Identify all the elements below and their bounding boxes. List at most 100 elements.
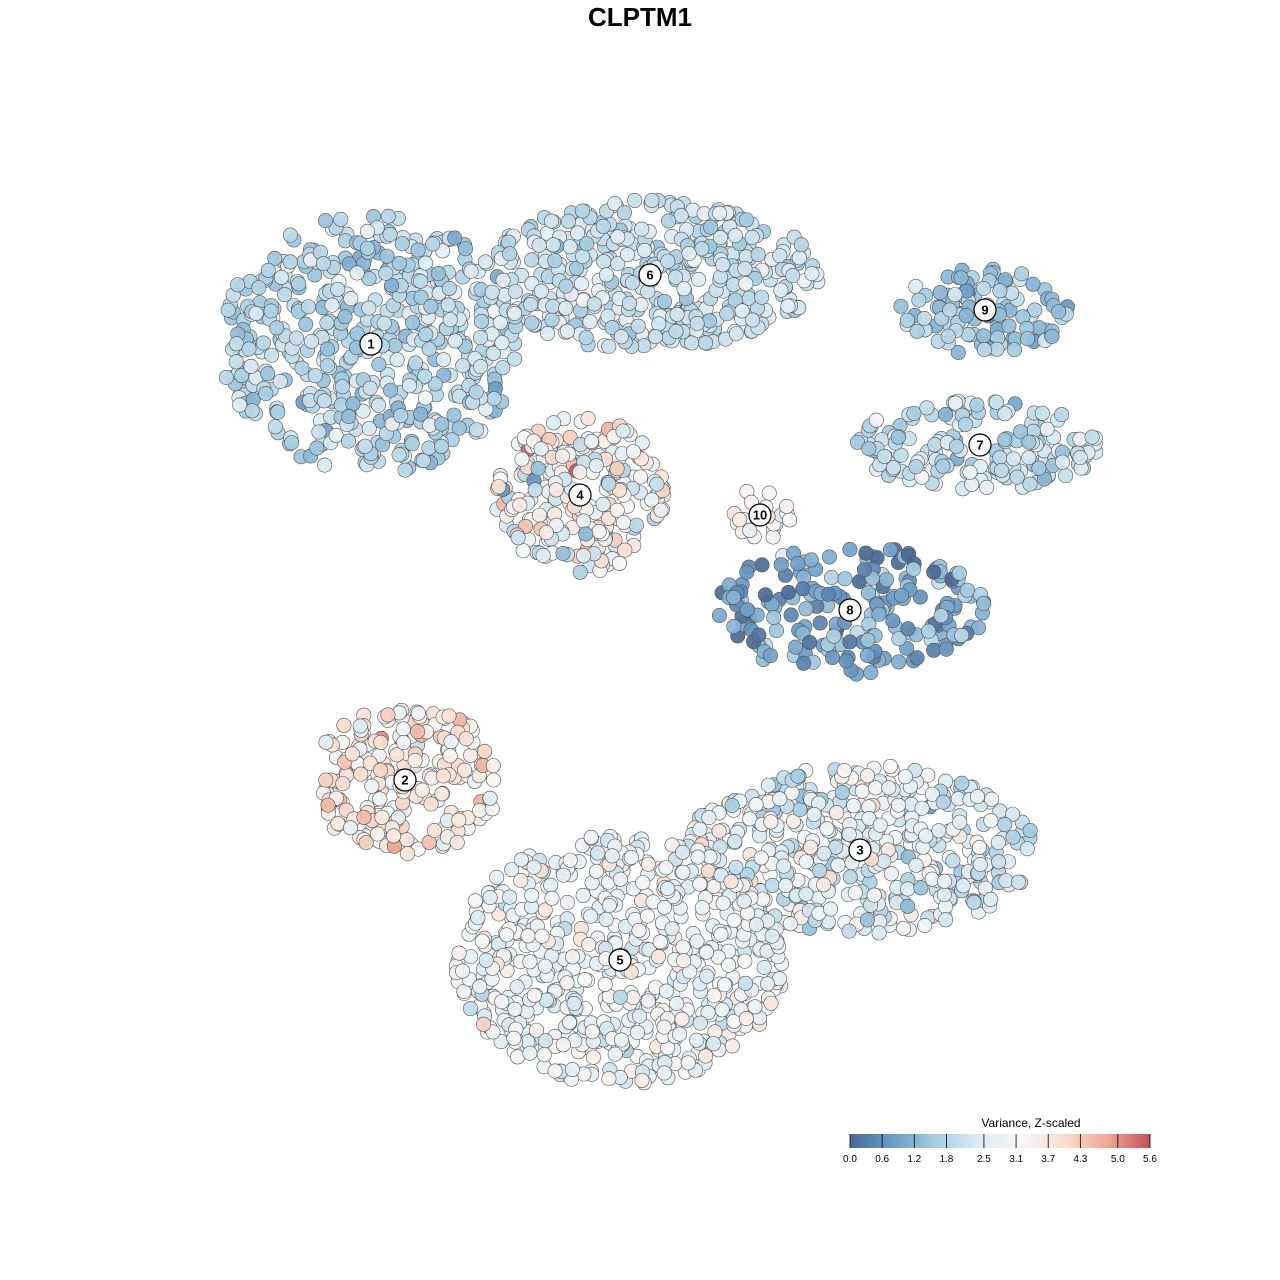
data-point (489, 869, 505, 885)
data-point (430, 266, 446, 282)
data-point (341, 409, 357, 425)
data-point (841, 826, 857, 842)
data-point (719, 306, 735, 322)
data-point (764, 877, 780, 893)
data-point (1021, 450, 1037, 466)
data-point (804, 266, 820, 282)
data-point (615, 514, 631, 530)
data-point (972, 856, 988, 872)
data-point (485, 758, 501, 774)
data-point (872, 817, 888, 833)
data-point (644, 192, 660, 208)
data-point (715, 257, 731, 273)
data-point (373, 734, 389, 750)
data-point (379, 248, 395, 264)
data-point (531, 237, 547, 253)
data-point (737, 953, 753, 969)
data-point (607, 1046, 623, 1062)
data-point (372, 791, 388, 807)
data-point (640, 283, 656, 299)
data-point (675, 939, 691, 955)
data-point (788, 639, 804, 655)
data-point (792, 802, 808, 818)
data-point (619, 247, 635, 263)
data-point (220, 302, 236, 318)
data-point (976, 342, 992, 358)
data-point (572, 464, 588, 480)
data-point (319, 358, 335, 374)
data-point (418, 326, 434, 342)
data-point (389, 747, 405, 763)
data-point (255, 335, 271, 351)
data-point (728, 326, 744, 342)
data-point (821, 549, 837, 565)
data-point (559, 894, 575, 910)
data-point (369, 826, 385, 842)
data-point (494, 994, 510, 1010)
data-point (413, 406, 429, 422)
cluster-label-circle (359, 332, 383, 356)
data-point (732, 512, 748, 528)
data-point (555, 545, 571, 561)
data-point (829, 805, 845, 821)
data-point (842, 541, 858, 557)
data-point (575, 249, 591, 265)
data-point (531, 507, 547, 523)
data-point (926, 642, 942, 658)
data-point (822, 901, 838, 917)
data-point (969, 397, 985, 413)
data-point (513, 852, 529, 868)
data-point (893, 298, 909, 314)
data-point (969, 789, 985, 805)
data-point (389, 352, 405, 368)
data-point (382, 382, 398, 398)
data-point (798, 601, 814, 617)
data-point (468, 422, 484, 438)
data-point (918, 828, 934, 844)
data-point (856, 562, 872, 578)
data-point (478, 952, 494, 968)
data-point (515, 543, 531, 559)
data-point (912, 589, 928, 605)
data-point (713, 926, 729, 942)
data-point (871, 925, 887, 941)
data-point (795, 581, 811, 597)
data-point (583, 908, 599, 924)
color-legend: Variance, Z-scaled 0.0 0.6 1.2 1.8 2.5 3.1 3.7… (843, 1116, 1157, 1165)
data-point (691, 271, 707, 287)
data-point (318, 734, 334, 750)
data-point (317, 457, 333, 473)
cluster-label-text: 8 (846, 603, 853, 618)
data-point (640, 856, 656, 872)
data-point (747, 999, 763, 1015)
data-point (1051, 304, 1067, 320)
data-point (790, 768, 806, 784)
cluster-label-circle (608, 948, 632, 972)
cluster-label-text: 7 (976, 438, 983, 453)
data-point (396, 734, 412, 750)
data-point (650, 949, 666, 965)
data-point (764, 928, 780, 944)
data-point (435, 352, 451, 368)
data-point (745, 312, 761, 328)
data-point (631, 922, 647, 938)
data-point (664, 921, 680, 937)
data-point (798, 886, 814, 902)
cluster-label-text: 5 (616, 953, 623, 968)
data-point (706, 988, 722, 1004)
data-point (543, 213, 559, 229)
data-point (858, 545, 874, 561)
data-point (772, 791, 788, 807)
data-point (380, 707, 396, 723)
data-point (575, 513, 591, 529)
data-point (909, 323, 925, 339)
data-point (899, 312, 915, 328)
data-point (559, 323, 575, 339)
cluster-label-text: 6 (646, 268, 653, 283)
data-point (861, 441, 877, 457)
data-point (637, 242, 653, 258)
cluster-label-text: 1 (367, 337, 374, 352)
data-point (692, 1015, 708, 1031)
data-point (979, 479, 995, 495)
data-point (644, 492, 660, 508)
